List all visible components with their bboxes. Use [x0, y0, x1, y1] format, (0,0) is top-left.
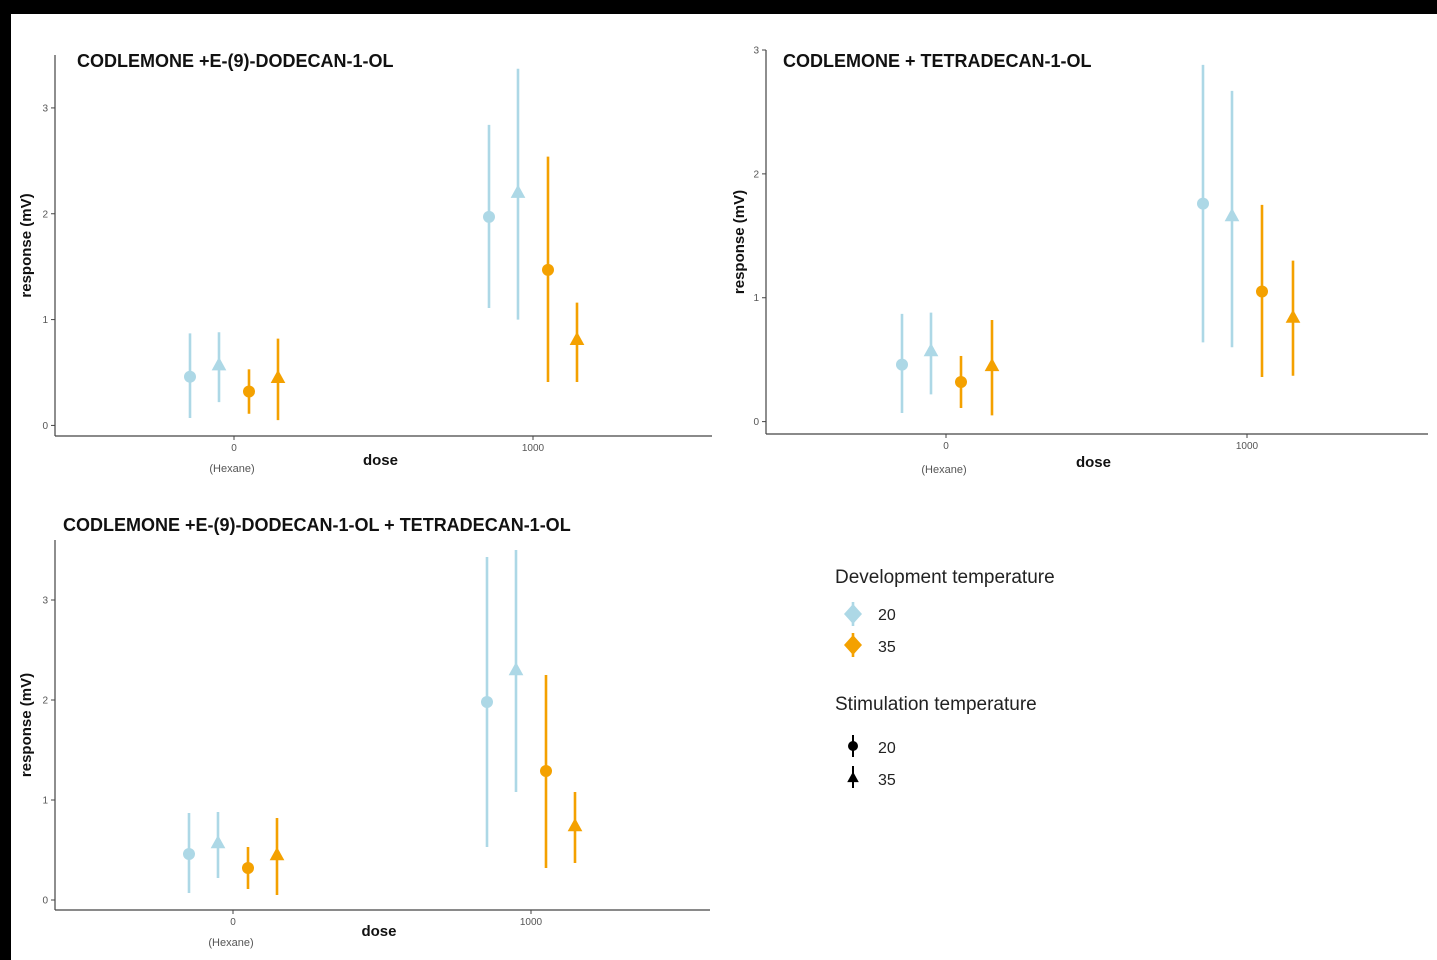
x-tick-label: 0: [230, 917, 236, 928]
legend-stim-key-triangle: [847, 771, 859, 783]
chart-panel-2: 0 1 2 3 0 (Hexane) 1000 CODLEMONE + TETRADECAN-…: [731, 46, 1428, 476]
x-tick-label: 1000: [520, 917, 543, 928]
y-tick-label: 0: [42, 421, 48, 432]
data-point-circle: [483, 210, 495, 223]
y-tick-label: 0: [753, 417, 759, 428]
x-tick-label: 1000: [1236, 441, 1259, 452]
legend-stim-title: Stimulation temperature: [835, 694, 1037, 715]
data-point-circle: [184, 370, 196, 383]
x-tick-label: 0: [943, 441, 949, 452]
panel-title: CODLEMONE +E-(9)-DODECAN-1-OL: [77, 51, 394, 71]
legend-dev-label-20: 20: [878, 607, 896, 624]
x-tick-sublabel: (Hexane): [921, 464, 966, 476]
legend-stim-label-35: 35: [878, 772, 896, 789]
data-point-circle: [242, 862, 254, 874]
data-point-circle: [481, 696, 493, 708]
x-tick-sublabel: (Hexane): [209, 463, 254, 475]
data-point-circle: [542, 263, 554, 276]
data-point-circle: [1256, 285, 1268, 298]
x-axis-title: dose: [361, 923, 396, 940]
legend-dev-title: Development temperature: [835, 567, 1055, 588]
data-point-triangle: [984, 357, 1000, 372]
legend-dev-label-35: 35: [878, 639, 896, 656]
y-tick-label: 3: [42, 596, 48, 607]
x-tick-label: 1000: [522, 443, 545, 454]
panel-title: CODLEMONE +E-(9)-DODECAN-1-OL + TETRADEC…: [63, 515, 571, 535]
y-tick-label: 1: [753, 293, 759, 304]
data-point-triangle: [567, 817, 583, 832]
y-axis-title: response (mV): [18, 193, 35, 297]
data-point-circle: [896, 358, 908, 371]
data-point-triangle: [269, 846, 285, 861]
x-axis-title: dose: [363, 452, 398, 469]
data-point-circle: [540, 765, 552, 777]
data-point-circle: [243, 385, 255, 398]
x-tick-sublabel: (Hexane): [208, 937, 253, 949]
chart-panel-1: 0 1 2 3 0 (Hexane) 1000 CODLEMONE +E-(9)-DODECA…: [18, 51, 712, 475]
panel-title: CODLEMONE + TETRADECAN-1-OL: [783, 51, 1092, 71]
y-tick-label: 3: [753, 46, 759, 57]
legend-dev-key-marker: [844, 604, 862, 624]
chart-panel-3: 0 1 2 3 0 (Hexane) 1000 CODLEMONE +E-(9)-DODECA…: [18, 515, 710, 949]
data-point-triangle: [510, 184, 526, 198]
y-tick-label: 2: [42, 209, 48, 220]
x-axis-title: dose: [1076, 454, 1111, 471]
data-point-triangle: [569, 331, 585, 345]
data-point-triangle: [508, 661, 524, 676]
y-tick-label: 1: [42, 315, 48, 326]
legend-stim-key-circle: [848, 741, 858, 751]
data-point-triangle: [210, 834, 226, 849]
data-point-triangle: [270, 369, 286, 384]
y-tick-label: 0: [42, 896, 48, 907]
data-point-circle: [1197, 197, 1209, 210]
x-tick-label: 0: [231, 443, 237, 454]
data-point-triangle: [1224, 207, 1240, 222]
data-point-triangle: [1285, 309, 1301, 323]
data-point-circle: [183, 848, 195, 860]
y-tick-label: 2: [753, 169, 759, 180]
y-tick-label: 3: [42, 103, 48, 114]
legend-dev-key-marker: [844, 635, 862, 655]
y-axis-title: response (mV): [731, 190, 748, 294]
y-tick-label: 1: [42, 796, 48, 807]
y-tick-label: 2: [42, 696, 48, 707]
legend: Development temperature 20 35 Stimulatio…: [835, 567, 1055, 789]
data-point-triangle: [211, 357, 227, 371]
data-point-triangle: [923, 342, 939, 357]
data-point-circle: [955, 375, 967, 388]
y-axis-title: response (mV): [18, 673, 35, 777]
legend-stim-label-20: 20: [878, 740, 896, 757]
